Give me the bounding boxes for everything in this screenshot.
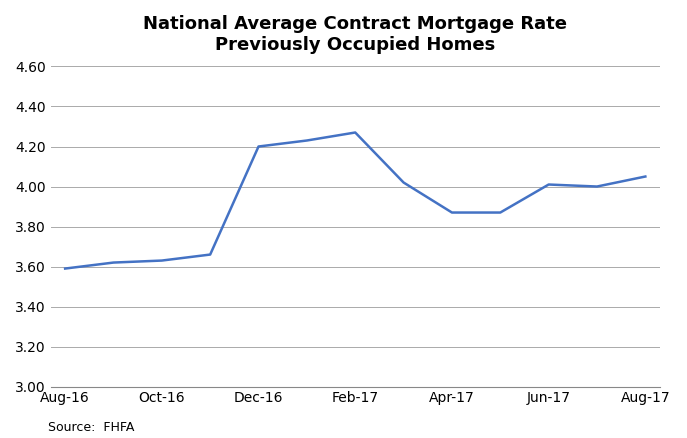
Title: National Average Contract Mortgage Rate
Previously Occupied Homes: National Average Contract Mortgage Rate …: [143, 15, 567, 54]
Text: Source:  FHFA: Source: FHFA: [48, 420, 135, 434]
